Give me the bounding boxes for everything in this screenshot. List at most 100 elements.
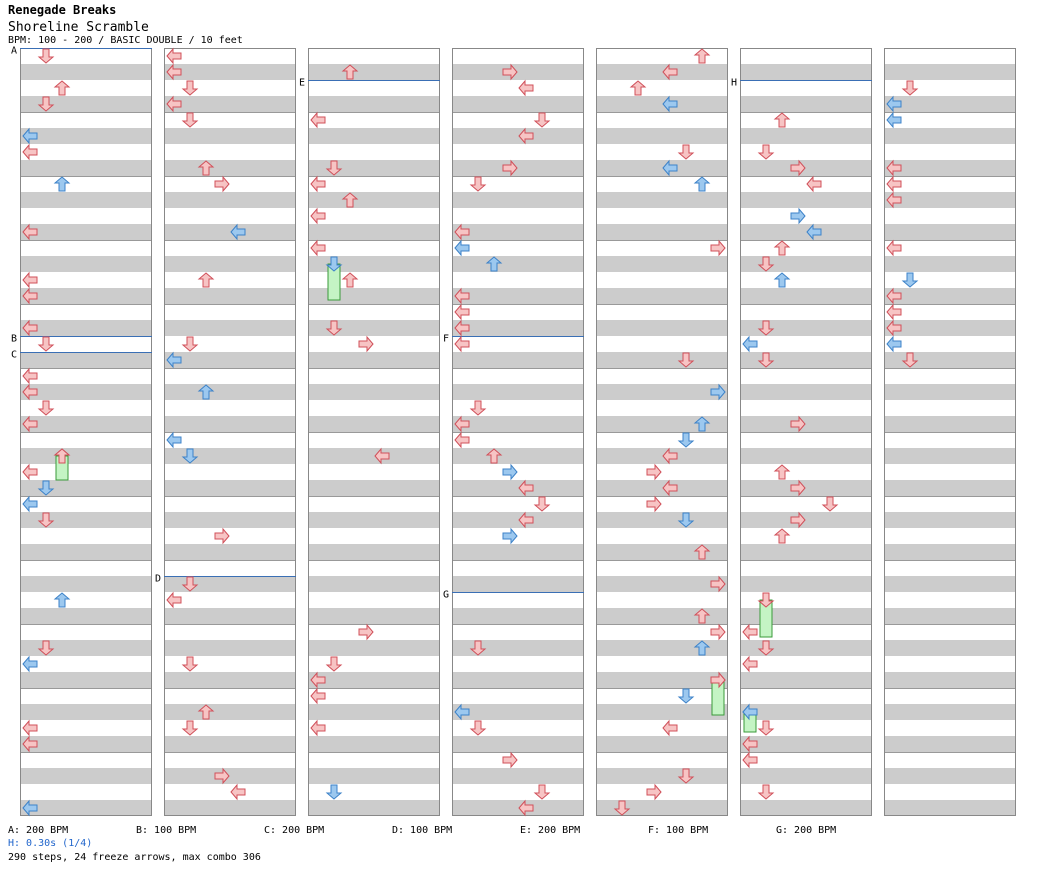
beat-stripe [740, 352, 872, 368]
beat-stripe [308, 608, 440, 624]
step-arrow-down [181, 336, 199, 352]
beat-stripe [740, 160, 872, 176]
step-arrow-right [646, 463, 662, 481]
column-border [308, 48, 440, 816]
freeze-note: H: 0.30s (1/4) [8, 838, 93, 849]
beat-stripe [164, 512, 296, 528]
beat-stripe [452, 672, 584, 688]
step-arrow-up [629, 80, 647, 96]
step-arrow-down [181, 80, 199, 96]
step-arrow-left [662, 63, 678, 81]
bpm-legend-d: D: 100 BPM [392, 825, 453, 836]
step-arrow-up [341, 64, 359, 80]
beat-stripe [740, 64, 872, 80]
beat-stripe [164, 672, 296, 688]
chart-column [20, 48, 152, 816]
step-arrow-left [166, 431, 182, 449]
beat-stripe [596, 576, 728, 592]
beat-stripe [740, 416, 872, 432]
bpm-marker-label: E [299, 78, 305, 89]
step-arrow-down [677, 432, 695, 448]
step-arrow-up [485, 448, 503, 464]
beat-stripe [20, 512, 152, 528]
beat-stripe [452, 224, 584, 240]
beat-stripe [884, 384, 1016, 400]
chart-column [884, 48, 1016, 816]
step-arrow-left [454, 239, 470, 257]
step-arrow-left [886, 175, 902, 193]
step-arrow-down [757, 784, 775, 800]
beat-stripe [308, 768, 440, 784]
beat-stripe [308, 384, 440, 400]
step-arrow-left [22, 463, 38, 481]
beat-stripe [740, 256, 872, 272]
step-arrow-left [230, 223, 246, 241]
step-arrow-down [677, 688, 695, 704]
beat-stripe [452, 128, 584, 144]
beat-stripe [164, 64, 296, 80]
beat-stripe [164, 704, 296, 720]
step-arrow-up [773, 240, 791, 256]
beat-stripe [164, 640, 296, 656]
step-arrow-down [37, 400, 55, 416]
beat-stripe [596, 768, 728, 784]
step-arrow-right [646, 783, 662, 801]
beat-stripe [308, 192, 440, 208]
beat-stripe [596, 64, 728, 80]
step-arrow-down [37, 336, 55, 352]
step-arrow-down [325, 256, 343, 272]
step-arrow-left [22, 383, 38, 401]
beat-stripe [596, 224, 728, 240]
step-arrow-left [742, 655, 758, 673]
beat-stripe [164, 320, 296, 336]
song-title: Renegade Breaks [8, 3, 117, 17]
beat-stripe [164, 224, 296, 240]
step-arrow-down [469, 640, 487, 656]
beat-stripe [308, 352, 440, 368]
beat-stripe [164, 288, 296, 304]
step-arrow-left [166, 591, 182, 609]
beat-stripe [308, 576, 440, 592]
step-arrow-left [454, 303, 470, 321]
beat-stripe [164, 160, 296, 176]
column-border [596, 48, 728, 816]
step-arrow-down [181, 656, 199, 672]
step-arrow-left [22, 719, 38, 737]
step-arrow-down [325, 656, 343, 672]
step-arrow-left [886, 111, 902, 129]
step-arrow-left [22, 799, 38, 817]
beat-stripe [20, 416, 152, 432]
step-arrow-left [886, 239, 902, 257]
step-arrow-right [358, 623, 374, 641]
beat-stripe [20, 160, 152, 176]
beat-stripe [596, 704, 728, 720]
beat-stripe [164, 384, 296, 400]
beat-stripe [20, 128, 152, 144]
step-arrow-up [197, 272, 215, 288]
step-arrow-down [677, 352, 695, 368]
step-arrow-up [197, 160, 215, 176]
bpm-marker-label: C [11, 350, 17, 361]
beat-stripe [596, 544, 728, 560]
step-arrow-left [806, 175, 822, 193]
beat-stripe [884, 288, 1016, 304]
step-arrow-left [310, 175, 326, 193]
step-arrow-left [886, 287, 902, 305]
beat-stripe [308, 416, 440, 432]
step-arrow-down [901, 352, 919, 368]
beat-stripe [740, 704, 872, 720]
beat-stripe [884, 480, 1016, 496]
step-arrow-up [773, 528, 791, 544]
bpm-marker-label: F [443, 334, 449, 345]
step-arrow-left [374, 447, 390, 465]
step-arrow-up [693, 176, 711, 192]
beat-stripe [740, 480, 872, 496]
bpm-legend-a: A: 200 BPM [8, 825, 69, 836]
beat-stripe [164, 800, 296, 816]
step-arrow-right [502, 751, 518, 769]
beat-stripe [740, 544, 872, 560]
beat-stripe [308, 704, 440, 720]
beat-stripe [164, 192, 296, 208]
beat-stripe [308, 544, 440, 560]
